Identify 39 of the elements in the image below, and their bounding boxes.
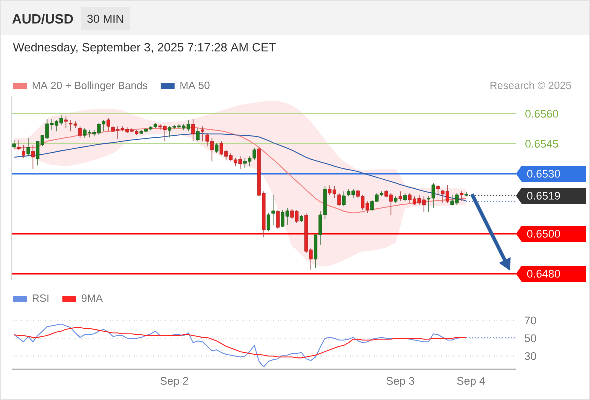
candlestick <box>338 193 342 206</box>
candlestick <box>192 118 196 142</box>
chart-title: AUD/USD <box>12 14 74 24</box>
legend-label: MA 50 <box>180 82 210 90</box>
legend-label: RSI <box>32 294 49 302</box>
ref-line-label: 0.6545 <box>526 140 558 148</box>
y-tick-label: 70 <box>525 316 536 325</box>
text: 30 MIN <box>88 14 124 24</box>
ref-line-label: 0.6480 <box>527 270 560 278</box>
candlestick <box>276 210 280 230</box>
chart-subtitle: Wednesday, September 3, 2025 7:17:28 AM CET <box>13 42 276 54</box>
candlestick <box>342 191 346 207</box>
candlestick <box>398 191 402 202</box>
y-tick-label: 30 <box>524 352 536 360</box>
legend-label: MA 20 + Bollinger Bands <box>32 82 148 92</box>
ref-line-label: 0.6500 <box>527 230 560 238</box>
candlestick <box>64 116 68 129</box>
candlestick <box>266 213 270 232</box>
candlestick <box>201 126 205 142</box>
candlestick <box>106 118 110 132</box>
legend-label: 9MA <box>82 294 104 302</box>
candlestick <box>215 142 219 154</box>
candlestick <box>436 185 440 196</box>
x-tick-label: Sep 4 <box>457 377 486 388</box>
candlestick <box>196 128 200 142</box>
ref-line-label: 0.6519 <box>527 192 560 200</box>
x-tick-label: Sep 2 <box>160 377 188 388</box>
y-tick-label: 50 <box>524 334 536 342</box>
text: Research © 2025 <box>490 82 572 90</box>
x-tick-label: Sep 3 <box>386 377 414 388</box>
candlestick <box>78 126 82 139</box>
candlestick <box>22 144 26 159</box>
candlestick <box>31 144 35 170</box>
candlestick <box>17 140 21 150</box>
candlestick <box>460 191 464 202</box>
ref-line-label: 0.6530 <box>527 170 560 178</box>
candlestick <box>26 138 30 157</box>
ref-line-label: 0.6560 <box>526 110 558 118</box>
candlestick <box>272 194 276 226</box>
